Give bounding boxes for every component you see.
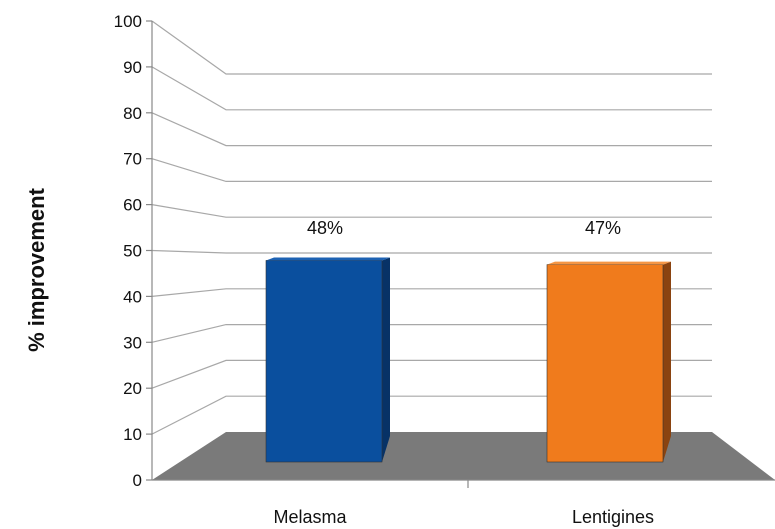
y-tick-label: 0 [133, 471, 142, 490]
y-tick-label: 90 [123, 58, 142, 77]
bar-side-right [382, 257, 390, 462]
bar-top [266, 257, 390, 261]
y-tick-label: 20 [123, 379, 142, 398]
y-tick-label: 70 [123, 150, 142, 169]
bar-side-right [663, 261, 671, 462]
y-tick-label: 40 [123, 287, 142, 306]
bar-melasma [265, 260, 383, 463]
x-category-label: Melasma [273, 507, 347, 527]
y-tick-label: 60 [123, 196, 142, 215]
gridline [151, 204, 712, 218]
data-label: 48% [307, 218, 343, 238]
y-tick-label: 30 [123, 333, 142, 352]
gridline [151, 20, 712, 75]
y-tick-label: 50 [123, 242, 142, 261]
y-tick-label: 100 [114, 12, 142, 31]
y-tick-label: 80 [123, 104, 142, 123]
gridline [151, 66, 712, 111]
y-axis-title: % improvement [24, 187, 49, 351]
bar-lentigines [546, 264, 664, 463]
gridline [151, 158, 712, 182]
data-label: 47% [585, 218, 621, 238]
bar-top [547, 261, 671, 265]
x-category-label: Lentigines [572, 507, 654, 527]
gridline [151, 249, 712, 254]
chart-floor [152, 432, 775, 480]
y-tick-label: 10 [123, 425, 142, 444]
gridline [151, 112, 712, 147]
